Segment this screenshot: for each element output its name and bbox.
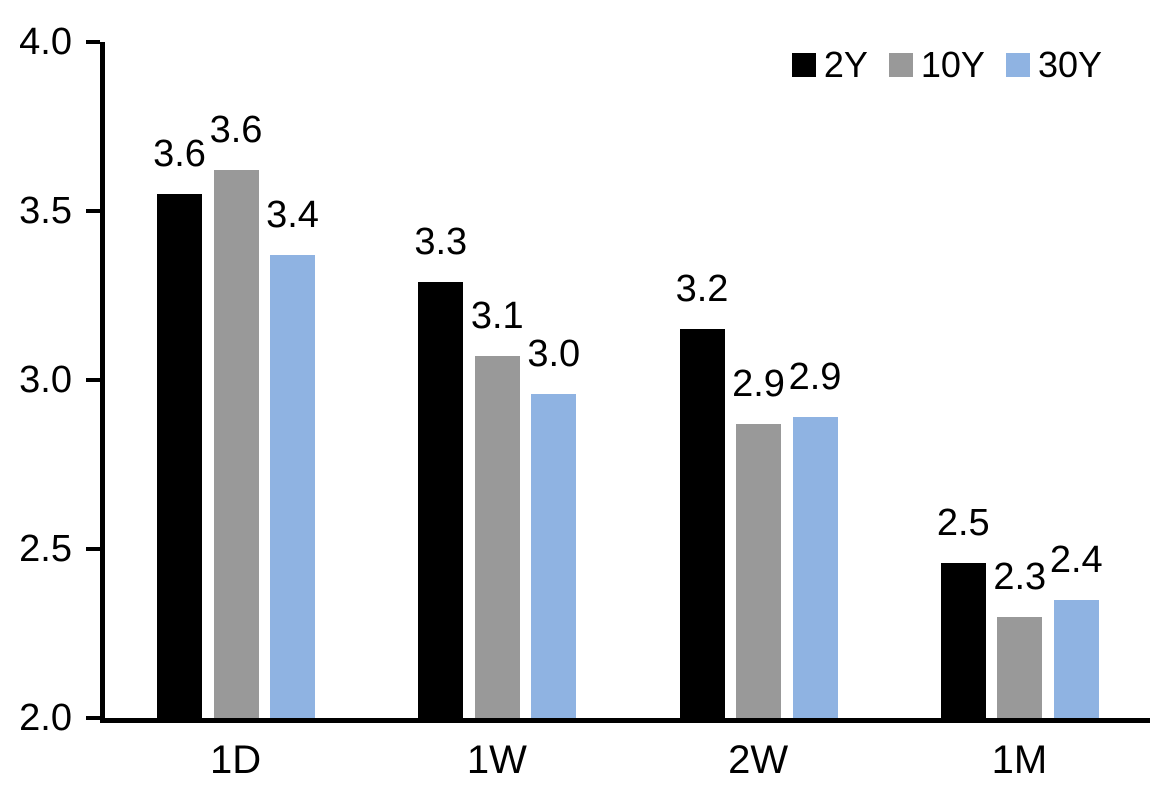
legend-label: 2Y [823, 44, 868, 85]
bar-value-label-10Y-1M: 2.3 [993, 555, 1047, 598]
bar-10Y-1M [997, 616, 1043, 718]
x-axis-category-label-1M: 1M [991, 738, 1048, 782]
bar-30Y-1W [531, 393, 577, 718]
legend: 2Y 10Y 30Y [791, 44, 1102, 86]
bar-value-label-2Y-1D: 3.6 [153, 133, 206, 176]
y-axis-tick [86, 40, 100, 44]
y-axis-tick [86, 716, 100, 720]
legend-swatch-icon [1005, 53, 1030, 77]
x-axis-line [100, 718, 1150, 723]
legend-item-10Y: 10Y [888, 44, 985, 86]
y-axis-tick-label: 4.0 [19, 21, 72, 63]
bar-10Y-1D [213, 170, 259, 718]
bar-value-label-30Y-2W: 2.9 [788, 356, 842, 399]
x-axis-category-label-1D: 1D [210, 738, 262, 782]
bar-value-label-30Y-1D: 3.4 [266, 193, 319, 236]
legend-swatch-icon [888, 53, 913, 77]
bar-2Y-1D [157, 194, 202, 718]
y-axis-tick [86, 547, 100, 551]
bar-30Y-2W [792, 417, 838, 718]
y-axis-line [100, 42, 105, 723]
x-axis-category-label-2W: 2W [728, 738, 789, 782]
legend-swatch-icon [791, 53, 816, 77]
bar-2Y-1W [418, 281, 464, 718]
bar-2Y-2W [679, 329, 725, 718]
y-axis-tick [86, 378, 100, 382]
x-axis-category-label-1W: 1W [466, 738, 527, 782]
bar-value-label-2Y-2W: 3.2 [675, 268, 729, 311]
bar-10Y-1W [474, 356, 520, 718]
bar-value-label-10Y-1W: 3.1 [470, 295, 524, 338]
bar-30Y-1M [1053, 599, 1099, 718]
bar-value-label-30Y-1M: 2.4 [1049, 538, 1103, 581]
y-axis-tick-label: 3.5 [19, 190, 72, 232]
legend-label: 30Y [1037, 44, 1102, 85]
bar-30Y-1D [270, 254, 315, 718]
bar-value-label-10Y-1D: 3.6 [209, 109, 263, 152]
bar-value-label-10Y-2W: 2.9 [732, 362, 785, 405]
y-axis-tick-label: 2.0 [19, 697, 72, 739]
y-axis-tick-label: 2.5 [19, 528, 72, 570]
bar-10Y-2W [736, 423, 781, 718]
legend-item-30Y: 30Y [1005, 44, 1102, 86]
legend-label: 10Y [920, 44, 985, 85]
bar-value-label-30Y-1W: 3.0 [527, 332, 581, 375]
bar-value-label-2Y-1W: 3.3 [414, 220, 468, 263]
y-axis-tick [86, 209, 100, 213]
y-axis-tick-label: 3.0 [19, 359, 72, 401]
bar-2Y-1M [940, 562, 986, 718]
bar-value-label-2Y-1M: 2.5 [936, 501, 990, 544]
legend-item-2Y: 2Y [791, 44, 868, 86]
